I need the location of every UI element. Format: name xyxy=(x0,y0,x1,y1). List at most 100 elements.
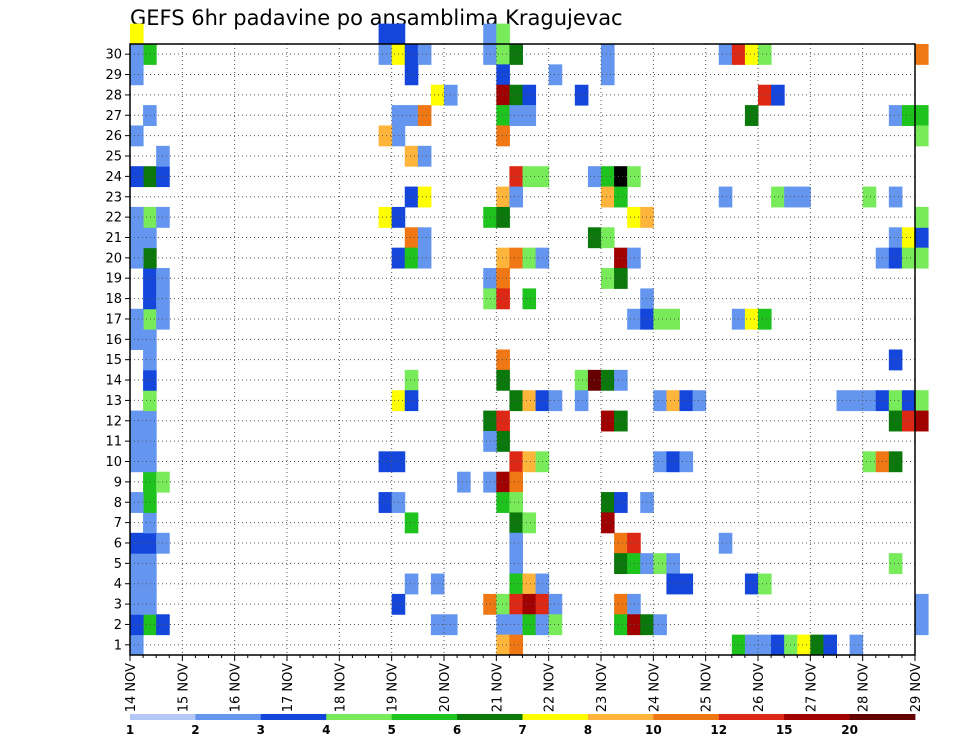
heatmap-cell xyxy=(901,105,916,126)
heatmap-cell xyxy=(130,492,144,513)
x-tick-label: 24 NOV xyxy=(647,663,662,712)
heatmap-cell xyxy=(496,288,510,310)
y-tick-label: 20 xyxy=(105,251,122,266)
y-tick-label: 27 xyxy=(105,109,122,124)
heatmap-cell xyxy=(640,206,654,228)
heatmap-cell xyxy=(601,166,615,188)
colorbar-label: 8 xyxy=(584,723,592,737)
heatmap-cell xyxy=(509,512,523,534)
heatmap-cell xyxy=(417,186,432,208)
heatmap-cell xyxy=(862,390,877,412)
heatmap-cell xyxy=(404,369,419,391)
heatmap-cell xyxy=(130,247,144,269)
heatmap-cell xyxy=(457,471,471,493)
heatmap-cell xyxy=(430,614,445,636)
x-tick-label: 15 NOV xyxy=(176,663,191,712)
x-tick-label: 22 NOV xyxy=(543,663,558,712)
heatmap-cell xyxy=(758,84,772,106)
heatmap-cell xyxy=(522,512,537,534)
heatmap-cell xyxy=(548,614,563,636)
heatmap-cell xyxy=(640,308,654,330)
colorbar-swatch xyxy=(195,714,262,720)
heatmap-cell xyxy=(614,410,628,432)
colorbar-label: 3 xyxy=(257,723,265,737)
heatmap-cell xyxy=(849,390,864,412)
heatmap-cell xyxy=(614,553,628,575)
heatmap-cell xyxy=(404,105,419,126)
heatmap-cell xyxy=(509,614,523,636)
heatmap-cell xyxy=(509,44,523,65)
heatmap-cell xyxy=(627,166,641,188)
colorbar-swatch xyxy=(653,714,720,720)
heatmap-cell xyxy=(143,369,157,391)
y-tick-label: 23 xyxy=(105,190,122,205)
y-tick-label: 24 xyxy=(105,170,122,185)
heatmap-cell xyxy=(143,329,157,350)
heatmap-cell xyxy=(666,308,680,330)
heatmap-cell xyxy=(130,573,144,595)
heatmap-cell xyxy=(378,451,393,473)
heatmap-cell xyxy=(378,23,393,45)
y-tick-label: 10 xyxy=(105,455,122,470)
y-tick-label: 7 xyxy=(114,516,122,531)
heatmap-cell xyxy=(509,84,523,106)
heatmap-cell xyxy=(640,288,654,310)
colorbar-label: 7 xyxy=(518,723,526,737)
x-tick-label: 18 NOV xyxy=(333,663,348,712)
heatmap-cell xyxy=(496,84,510,106)
colorbar-swatch xyxy=(260,714,327,720)
heatmap-cell xyxy=(601,186,615,208)
colorbar-swatch xyxy=(391,714,458,720)
heatmap-cell xyxy=(888,410,903,432)
colorbar-swatch xyxy=(522,714,589,720)
y-tick-label: 22 xyxy=(105,211,122,226)
heatmap-cell xyxy=(614,186,628,208)
heatmap-cell xyxy=(509,390,523,412)
heatmap-cell xyxy=(130,166,144,188)
heatmap-cell xyxy=(509,186,523,208)
heatmap-cell xyxy=(771,84,785,106)
heatmap-cell xyxy=(509,532,523,554)
y-tick-label: 15 xyxy=(105,353,122,368)
y-tick-label: 21 xyxy=(105,231,122,246)
heatmap-cell xyxy=(130,206,144,228)
heatmap-cells xyxy=(130,23,929,656)
heatmap-cell xyxy=(744,105,759,126)
heatmap-cell xyxy=(143,105,157,126)
heatmap-cell xyxy=(496,186,510,208)
heatmap-cell xyxy=(130,23,144,45)
heatmap-cell xyxy=(810,634,824,656)
heatmap-cell xyxy=(614,247,628,269)
heatmap-cell xyxy=(509,634,523,656)
colorbar-swatch xyxy=(326,714,393,720)
heatmap-cell xyxy=(627,553,641,575)
heatmap-cell xyxy=(522,614,537,636)
heatmap-cell xyxy=(430,84,445,106)
heatmap-cell xyxy=(614,492,628,513)
y-tick-label: 13 xyxy=(105,394,122,409)
heatmap-cell xyxy=(143,410,157,432)
heatmap-cell xyxy=(640,492,654,513)
heatmap-cell xyxy=(391,23,406,45)
heatmap-cell xyxy=(797,634,811,656)
x-tick-label: 14 NOV xyxy=(124,663,139,712)
heatmap-cell xyxy=(915,410,929,432)
heatmap-cell xyxy=(509,247,523,269)
heatmap-cell xyxy=(143,553,157,575)
heatmap-cell xyxy=(548,593,563,615)
heatmap-cell xyxy=(888,186,903,208)
x-tick-label: 16 NOV xyxy=(229,663,244,712)
heatmap-cell xyxy=(627,593,641,615)
heatmap-cell xyxy=(417,247,432,269)
heatmap-cell xyxy=(522,451,537,473)
colorbar-swatch xyxy=(587,714,654,720)
heatmap-cell xyxy=(901,390,916,412)
heatmap-cell xyxy=(143,390,157,412)
heatmap-cell xyxy=(653,308,667,330)
heatmap-cell xyxy=(430,573,445,595)
heatmap-cell xyxy=(915,105,929,126)
heatmap-cell xyxy=(509,451,523,473)
colorbar-swatch xyxy=(784,714,850,720)
heatmap-cell xyxy=(548,64,563,86)
